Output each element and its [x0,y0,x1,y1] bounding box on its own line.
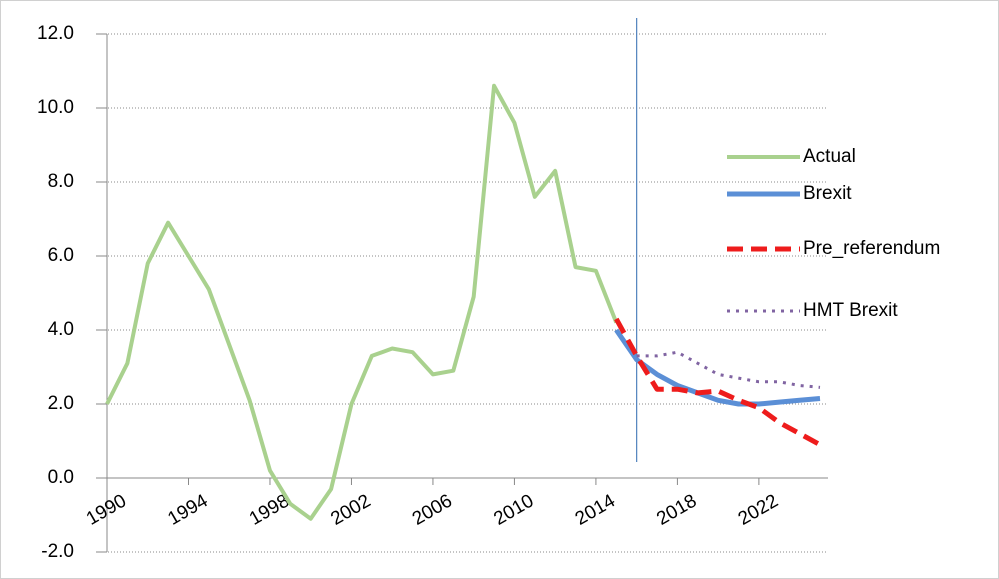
legend-label: Actual [803,146,856,167]
y-tick-label: 10.0 [37,97,74,118]
series-line [105,83,619,521]
y-tick-label: 6.0 [48,245,74,266]
y-tick-label: 12.0 [37,23,74,44]
series-line [614,328,821,407]
y-tick-label: 0.0 [48,467,74,488]
legend-label: Pre_referendum [803,238,940,259]
y-tick-label: 4.0 [48,319,74,340]
legend-label: HMT Brexit [803,300,898,321]
legend-label: Brexit [803,183,852,204]
y-tick-label: -2.0 [41,541,74,562]
y-tick-label: 8.0 [48,171,74,192]
series-line [614,317,822,447]
y-tick-label: 2.0 [48,393,74,414]
